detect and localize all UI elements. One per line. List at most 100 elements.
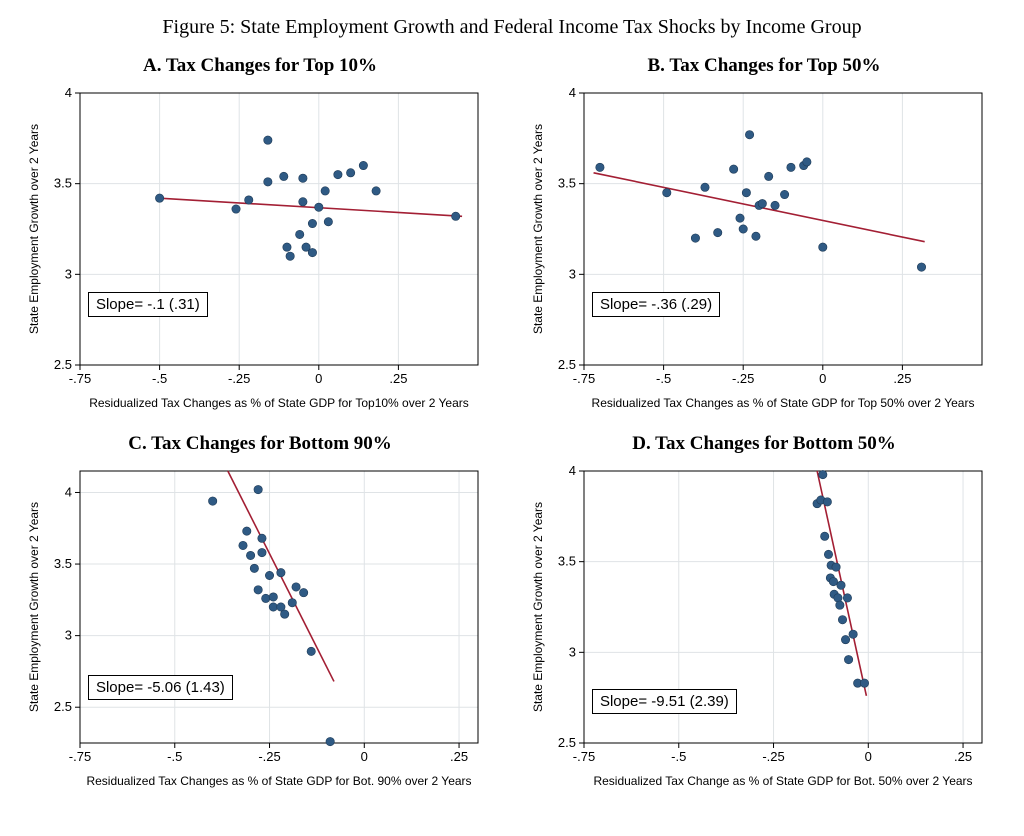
data-point — [820, 532, 828, 540]
data-point — [372, 187, 380, 195]
slope-annotation: Slope= -9.51 (2.39) — [592, 689, 737, 714]
x-axis-label: Residualized Tax Changes as % of State G… — [89, 396, 469, 410]
data-point — [663, 189, 671, 197]
x-axis-label: Residualized Tax Change as % of State GD… — [593, 774, 972, 788]
x-tick-label: 0 — [819, 371, 826, 386]
data-point — [803, 158, 811, 166]
plot-area: 2.533.54-.75-.5-.250.25Residualized Tax … — [524, 83, 994, 413]
y-tick-label: 3 — [569, 266, 576, 281]
data-point — [691, 234, 699, 242]
x-tick-label: -.75 — [69, 749, 91, 764]
y-tick-label: 3.5 — [558, 554, 576, 569]
panel-C: C. Tax Changes for Bottom 90% 2.5 3 3.5 4 -.… — [20, 431, 500, 791]
panel-title: D. Tax Changes for Bottom 50% — [524, 433, 1004, 455]
y-tick-label: 4 — [569, 463, 576, 478]
data-point — [254, 485, 262, 493]
data-point — [265, 571, 273, 579]
panel-B: B. Tax Changes for Top 50% 2.533.54-.75-… — [524, 53, 1004, 413]
data-point — [819, 470, 827, 478]
x-tick-label: -.5 — [671, 749, 686, 764]
data-point — [292, 583, 300, 591]
x-tick-label: .25 — [893, 371, 911, 386]
y-axis-label: State Employment Growth over 2 Years — [27, 502, 41, 712]
data-point — [823, 498, 831, 506]
data-point — [299, 588, 307, 596]
data-point — [254, 586, 262, 594]
data-point — [596, 163, 604, 171]
figure-container: Figure 5: State Employment Growth and Fe… — [0, 0, 1024, 811]
data-point — [736, 214, 744, 222]
data-point — [232, 205, 240, 213]
data-point — [326, 737, 334, 745]
data-point — [250, 564, 258, 572]
x-tick-label: 0 — [865, 749, 872, 764]
y-tick-label: 3.5 — [54, 556, 72, 571]
data-point — [288, 599, 296, 607]
x-axis-label: Residualized Tax Changes as % of State G… — [592, 396, 975, 410]
data-point — [841, 635, 849, 643]
x-tick-label: .25 — [450, 749, 468, 764]
panel-title: A. Tax Changes for Top 10% — [20, 55, 500, 77]
y-tick-label: 2.5 — [558, 735, 576, 750]
y-tick-label: 2.5 — [54, 699, 72, 714]
y-tick-label: 4 — [65, 85, 72, 100]
data-point — [299, 174, 307, 182]
data-point — [742, 189, 750, 197]
data-point — [701, 183, 709, 191]
y-axis-label: State Employment Growth over 2 Years — [531, 124, 545, 334]
data-point — [280, 610, 288, 618]
data-point — [280, 172, 288, 180]
panel-D: D. Tax Changes for Bottom 50% 2.533.54-.… — [524, 431, 1004, 791]
data-point — [832, 563, 840, 571]
data-point — [824, 550, 832, 558]
data-point — [315, 203, 323, 211]
data-point — [286, 252, 294, 260]
data-point — [264, 136, 272, 144]
y-tick-label: 3.5 — [558, 176, 576, 191]
data-point — [258, 534, 266, 542]
x-tick-label: -.25 — [732, 371, 754, 386]
y-axis-label: State Employment Growth over 2 Years — [531, 502, 545, 712]
data-point — [299, 198, 307, 206]
data-point — [264, 178, 272, 186]
data-point — [307, 647, 315, 655]
x-tick-label: -.25 — [228, 371, 250, 386]
data-point — [714, 228, 722, 236]
x-tick-label: 0 — [361, 749, 368, 764]
x-tick-label: -.75 — [573, 749, 595, 764]
panel-A: A. Tax Changes for Top 10% 2.533.54-.75-… — [20, 53, 500, 413]
data-point — [838, 615, 846, 623]
data-point — [321, 187, 329, 195]
data-point — [780, 190, 788, 198]
data-point — [849, 630, 857, 638]
slope-annotation: Slope= -5.06 (1.43) — [88, 675, 233, 700]
plot-area: 2.533.54-.75-.5-.250.25Residualized Tax … — [20, 83, 490, 413]
data-point — [837, 581, 845, 589]
data-point — [258, 548, 266, 556]
data-point — [283, 243, 291, 251]
data-point — [239, 541, 247, 549]
x-tick-label: -.5 — [656, 371, 671, 386]
data-point — [836, 601, 844, 609]
data-point — [758, 199, 766, 207]
y-tick-label: 2.5 — [558, 357, 576, 372]
data-point — [269, 593, 277, 601]
panel-grid: A. Tax Changes for Top 10% 2.5 3 3.5 4 -.75 -… — [20, 53, 1004, 791]
scatter-plot: 2.533.54-.75-.5-.250.25Residualized Tax … — [20, 83, 490, 413]
y-tick-label: 3 — [65, 628, 72, 643]
data-point — [745, 131, 753, 139]
x-axis-label: Residualized Tax Changes as % of State G… — [86, 774, 471, 788]
data-point — [787, 163, 795, 171]
data-point — [246, 551, 254, 559]
data-point — [452, 212, 460, 220]
data-point — [844, 655, 852, 663]
y-tick-label: 4 — [65, 484, 72, 499]
y-tick-label: 4 — [569, 85, 576, 100]
data-point — [295, 230, 303, 238]
panel-title: C. Tax Changes for Bottom 90% — [20, 433, 500, 455]
x-tick-label: 0 — [315, 371, 322, 386]
slope-annotation: Slope= -.1 (.31) — [88, 292, 208, 317]
scatter-plot: 2.533.54-.75-.5-.250.25Residualized Tax … — [524, 83, 994, 413]
data-point — [739, 225, 747, 233]
data-point — [334, 170, 342, 178]
